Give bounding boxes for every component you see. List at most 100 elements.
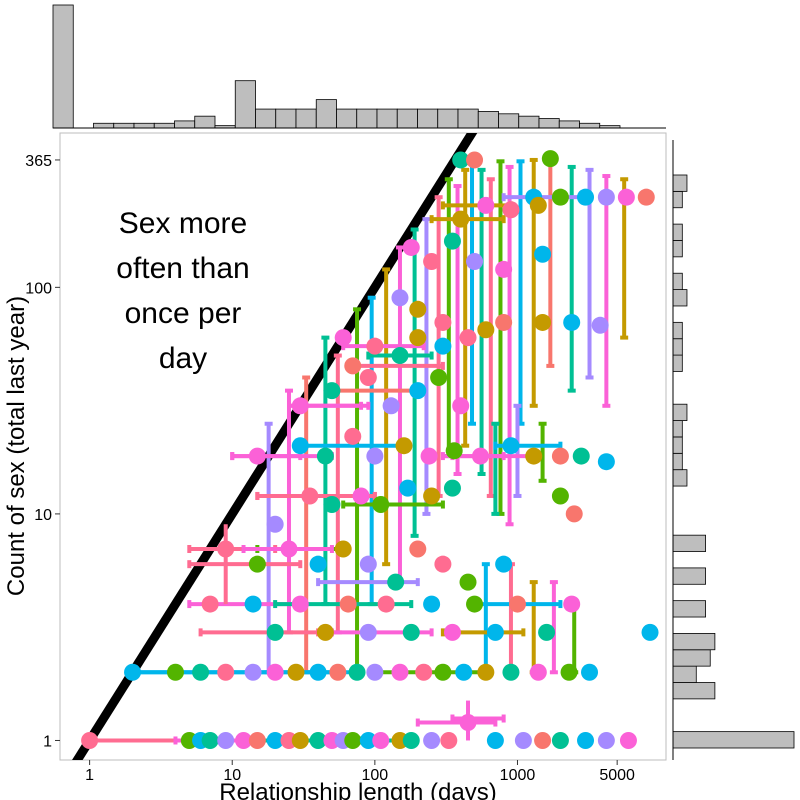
annotation-line-3: once per bbox=[125, 297, 242, 330]
data-point bbox=[443, 232, 461, 250]
data-point bbox=[452, 151, 470, 169]
data-point bbox=[551, 731, 569, 749]
data-point bbox=[508, 595, 526, 613]
right-histogram-bar bbox=[672, 731, 795, 749]
horizontal-error-bar bbox=[187, 560, 303, 569]
data-point bbox=[248, 555, 266, 573]
horizontal-error-bar bbox=[341, 500, 445, 509]
right-histogram-bar bbox=[672, 354, 683, 372]
data-point bbox=[423, 731, 441, 749]
vertical-error-bar bbox=[382, 267, 391, 567]
data-point bbox=[486, 731, 504, 749]
data-point bbox=[402, 238, 420, 256]
data-point bbox=[409, 540, 427, 558]
data-point bbox=[529, 663, 547, 681]
top-histogram-bar bbox=[275, 108, 297, 129]
top-histogram-bar bbox=[315, 99, 337, 129]
data-point bbox=[434, 337, 452, 355]
data-point bbox=[443, 623, 461, 641]
right-histogram-bar bbox=[672, 452, 683, 471]
x-tick-label: 5000 bbox=[599, 767, 635, 784]
data-point bbox=[445, 442, 463, 460]
y-axis-ticks: 1 10 100 365 bbox=[25, 153, 60, 750]
data-point bbox=[124, 663, 142, 681]
data-point bbox=[201, 595, 219, 613]
data-point bbox=[619, 731, 637, 749]
data-point bbox=[280, 540, 298, 558]
data-point bbox=[344, 357, 362, 375]
vertical-error-bar bbox=[567, 164, 576, 393]
data-point bbox=[597, 453, 615, 471]
data-point bbox=[323, 496, 341, 514]
data-point bbox=[409, 329, 427, 347]
top-histogram-bar bbox=[396, 108, 418, 129]
top-histogram-bar bbox=[336, 108, 358, 129]
data-point bbox=[248, 447, 266, 465]
right-histogram-bar bbox=[672, 534, 706, 552]
annotation-line-1: Sex more bbox=[119, 207, 247, 240]
data-point bbox=[551, 447, 569, 465]
data-point bbox=[244, 595, 262, 613]
x-tick-label: 1000 bbox=[500, 767, 536, 784]
data-point bbox=[495, 313, 513, 331]
right-marginal-histogram bbox=[672, 174, 795, 749]
top-histogram-bar bbox=[437, 108, 459, 129]
data-point bbox=[617, 188, 635, 206]
right-histogram-bar bbox=[672, 321, 683, 340]
y-tick-label: 100 bbox=[25, 280, 52, 297]
annotation-line-4: day bbox=[159, 342, 207, 375]
right-histogram-bar bbox=[672, 567, 706, 585]
vertical-error-bar bbox=[453, 184, 462, 477]
data-point bbox=[495, 260, 513, 278]
data-point bbox=[366, 663, 384, 681]
data-point bbox=[166, 663, 184, 681]
data-point bbox=[452, 210, 470, 228]
top-histogram-bar bbox=[194, 115, 216, 129]
data-point bbox=[244, 663, 262, 681]
data-point bbox=[641, 623, 659, 641]
data-point bbox=[486, 623, 504, 641]
data-point bbox=[309, 663, 327, 681]
data-point bbox=[565, 505, 583, 523]
data-point bbox=[423, 487, 441, 505]
data-point bbox=[334, 329, 352, 347]
data-point bbox=[266, 663, 284, 681]
right-histogram-bar bbox=[672, 403, 688, 421]
data-point bbox=[455, 663, 473, 681]
top-histogram-bar bbox=[153, 122, 175, 129]
data-point bbox=[502, 663, 520, 681]
data-point bbox=[534, 731, 552, 749]
right-histogram-bar bbox=[672, 190, 683, 209]
data-point bbox=[309, 555, 327, 573]
data-point bbox=[551, 188, 569, 206]
data-point bbox=[334, 540, 352, 558]
plot-content bbox=[72, 133, 659, 760]
data-point bbox=[534, 313, 552, 331]
data-point bbox=[391, 347, 409, 365]
data-point bbox=[477, 196, 495, 214]
top-histogram-bar bbox=[498, 113, 520, 129]
right-histogram-bar bbox=[672, 289, 688, 307]
x-tick-label: 1 bbox=[85, 767, 94, 784]
data-point bbox=[434, 663, 452, 681]
data-point bbox=[502, 437, 520, 455]
data-point bbox=[402, 731, 420, 749]
data-point bbox=[466, 595, 484, 613]
data-point bbox=[316, 447, 334, 465]
data-point bbox=[577, 731, 595, 749]
top-histogram-bar bbox=[579, 122, 601, 129]
y-tick-label: 365 bbox=[25, 153, 52, 170]
data-point bbox=[551, 487, 569, 505]
data-point bbox=[563, 313, 581, 331]
x-axis-title: Relationship length (days) bbox=[219, 779, 497, 800]
right-histogram-bar bbox=[672, 240, 683, 258]
vertical-error-bar bbox=[505, 164, 514, 527]
right-histogram-bar bbox=[672, 665, 697, 683]
x-axis-ticks: 1 10 100 1000 5000 bbox=[85, 760, 635, 784]
data-point bbox=[266, 623, 284, 641]
data-point bbox=[591, 316, 609, 334]
data-point bbox=[359, 555, 377, 573]
right-histogram-bar bbox=[672, 682, 716, 700]
data-point bbox=[409, 300, 427, 318]
